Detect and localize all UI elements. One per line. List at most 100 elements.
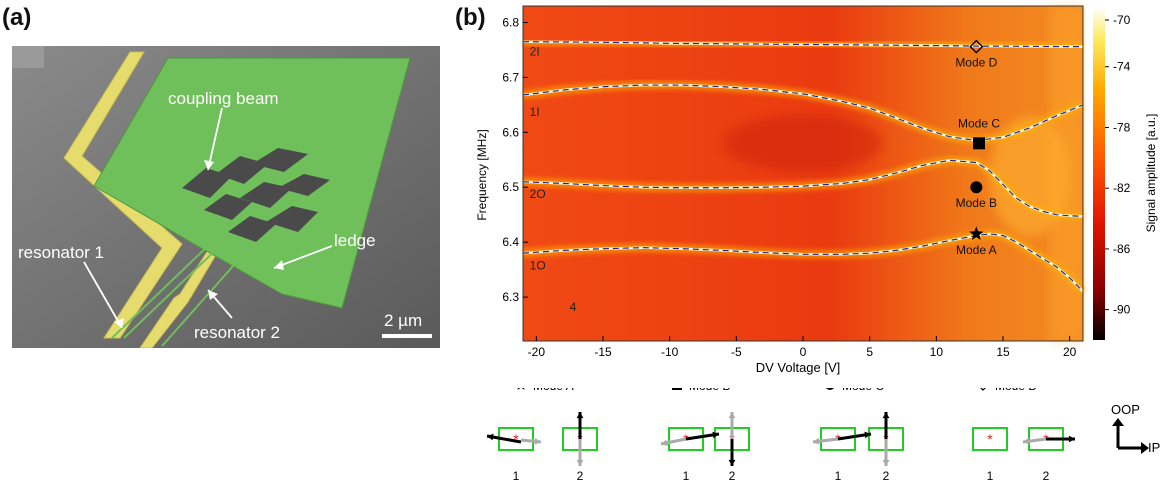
circle-symbol bbox=[826, 388, 834, 390]
resonator-number: 1 bbox=[835, 469, 842, 483]
resonator-2-frame bbox=[139, 243, 221, 348]
motion-arrow bbox=[1046, 435, 1075, 443]
y-tick-label: 6.7 bbox=[502, 70, 519, 84]
label-resonator-1: resonator 1 bbox=[18, 243, 104, 262]
marker-label: Mode B bbox=[956, 196, 997, 210]
colorbar bbox=[1093, 6, 1105, 340]
motion-arrow bbox=[728, 439, 736, 466]
resonator-number: 2 bbox=[577, 469, 584, 483]
mode-diagram-3: **12 bbox=[812, 412, 904, 483]
arrow-ledge bbox=[273, 245, 333, 269]
x-tick-label: -15 bbox=[594, 345, 612, 359]
legend-label: Mode D bbox=[995, 388, 1037, 393]
resonator-line-1 bbox=[111, 241, 213, 339]
motion-arrow bbox=[882, 412, 890, 439]
motion-arrow bbox=[882, 439, 890, 466]
square-symbol bbox=[672, 388, 682, 390]
legend-item-mode-b: Mode B bbox=[672, 388, 730, 393]
marker-mode-b bbox=[970, 181, 983, 194]
colorbar-tick-label: -86 bbox=[1113, 242, 1131, 256]
motion-arrow bbox=[486, 433, 522, 444]
marker-label: Mode D bbox=[955, 56, 997, 70]
motion-arrow bbox=[728, 412, 736, 439]
legend-item-mode-a: Mode A bbox=[517, 388, 574, 393]
x-tick-label: -20 bbox=[528, 345, 546, 359]
diamond-symbol bbox=[980, 388, 986, 391]
resonator-number: 2 bbox=[883, 469, 890, 483]
x-tick-label: 0 bbox=[800, 345, 807, 359]
resonator-line-3 bbox=[161, 255, 243, 347]
branch-label: 2O bbox=[530, 187, 546, 201]
arrow-coupling-beam bbox=[207, 107, 223, 171]
branch-label: 1O bbox=[530, 259, 546, 273]
marker-label: Mode A bbox=[956, 243, 997, 257]
marker-mode-c bbox=[973, 137, 985, 150]
marker-label: Mode C bbox=[958, 116, 1000, 130]
coupling-grid bbox=[182, 148, 330, 242]
sem-image: coupling beam ledge resonator 1 resonato… bbox=[12, 46, 440, 348]
legend-item-mode-d: Mode D bbox=[980, 388, 1037, 393]
frequency-voltage-chart: 2I 1I 2O 1O 4 Mode D Mode C Mode B Mode A -20 -15… bbox=[475, 5, 1158, 375]
motion-arrow bbox=[837, 431, 872, 441]
colorbar-tick-label: -82 bbox=[1113, 181, 1131, 195]
motion-arrow bbox=[660, 437, 687, 447]
motion-arrow bbox=[812, 437, 839, 445]
motion-arrow bbox=[576, 412, 584, 439]
legend-item-mode-c: Mode C bbox=[826, 388, 884, 393]
motion-arrow bbox=[1022, 437, 1047, 445]
y-tick-label: 6.6 bbox=[502, 125, 519, 139]
star-symbol bbox=[517, 388, 525, 390]
legend-label: Mode B bbox=[689, 388, 730, 393]
y-tick-label: 6.4 bbox=[502, 235, 519, 249]
resonator-line-2 bbox=[123, 243, 223, 339]
heatmap-dark-region bbox=[723, 115, 883, 172]
resonator-box bbox=[972, 427, 1008, 451]
scale-bar-label: 2 µm bbox=[384, 311, 422, 330]
colorbar-tick-label: -74 bbox=[1113, 60, 1131, 74]
legend-label: Mode A bbox=[533, 388, 574, 393]
label-ledge: ledge bbox=[334, 231, 376, 250]
branch-label: 2I bbox=[530, 44, 540, 58]
y-tick-label: 6.3 bbox=[502, 290, 519, 304]
y-tick-label: 6.8 bbox=[502, 15, 519, 29]
axes-indicator: OOP IP bbox=[1111, 402, 1160, 455]
x-tick-label: 20 bbox=[1063, 345, 1077, 359]
y-tick-label: 6.5 bbox=[502, 180, 519, 194]
resonator-number: 2 bbox=[729, 469, 736, 483]
mode-diagram-1: **12 bbox=[486, 412, 598, 483]
arrow-resonator-1 bbox=[83, 261, 123, 329]
colorbar-tick-label: -70 bbox=[1113, 13, 1131, 27]
colorbar-tick-label: -78 bbox=[1113, 120, 1131, 134]
marker-mode-d bbox=[969, 39, 984, 54]
x-tick-label: 10 bbox=[930, 345, 944, 359]
resonator-number: 1 bbox=[513, 469, 520, 483]
branch-label: 1I bbox=[530, 105, 540, 119]
ip-label: IP bbox=[1148, 440, 1160, 455]
branch-fit-1O bbox=[522, 233, 1084, 292]
label-resonator-2: resonator 2 bbox=[194, 323, 280, 342]
legend-label: Mode C bbox=[842, 388, 884, 393]
colorbar-tick-label: -90 bbox=[1113, 303, 1131, 317]
resonator-number: 1 bbox=[683, 469, 690, 483]
marker-mode-a bbox=[969, 226, 984, 240]
center-marker: * bbox=[987, 431, 993, 447]
x-axis-label: DV Voltage [V] bbox=[756, 360, 841, 375]
x-tick-label: 15 bbox=[996, 345, 1010, 359]
panel-b-label: (b) bbox=[455, 4, 486, 31]
x-tick-label: 5 bbox=[866, 345, 873, 359]
branch-fit-2I bbox=[522, 41, 1083, 48]
motion-arrow bbox=[576, 439, 584, 466]
branch-fit-2O bbox=[522, 159, 1084, 217]
x-tick-label: -10 bbox=[661, 345, 679, 359]
label-coupling-beam: coupling beam bbox=[168, 89, 279, 108]
colorbar-label: Signal amplitude [a.u.] bbox=[1144, 114, 1158, 233]
scale-bar bbox=[382, 334, 432, 338]
mode-diagram-4: **12 bbox=[972, 427, 1075, 483]
sem-corner-mark bbox=[12, 46, 44, 68]
branch-fit-1I bbox=[522, 84, 1084, 142]
branch-label: 4 bbox=[570, 300, 577, 314]
motion-arrow bbox=[685, 431, 720, 441]
mode-diagram-2: **12 bbox=[660, 412, 750, 483]
panel-a-label: (a) bbox=[2, 4, 32, 31]
